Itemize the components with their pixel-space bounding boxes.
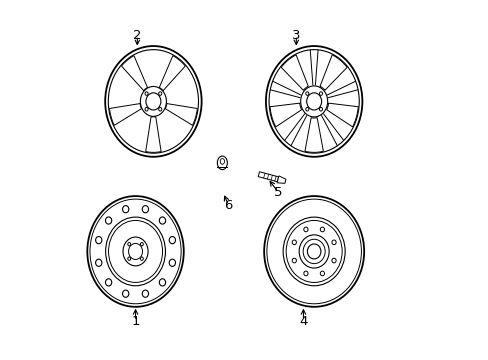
Text: 2: 2 (133, 29, 142, 42)
Ellipse shape (299, 235, 328, 268)
Ellipse shape (127, 257, 130, 260)
Ellipse shape (142, 206, 148, 213)
Ellipse shape (169, 237, 175, 244)
Text: 4: 4 (299, 315, 307, 328)
Ellipse shape (305, 108, 308, 111)
Polygon shape (145, 117, 161, 152)
Ellipse shape (220, 158, 224, 164)
Ellipse shape (292, 258, 296, 263)
Ellipse shape (307, 244, 320, 259)
Ellipse shape (108, 50, 198, 153)
Ellipse shape (159, 279, 165, 286)
Ellipse shape (319, 108, 322, 111)
Ellipse shape (96, 237, 102, 244)
Ellipse shape (90, 199, 181, 304)
Ellipse shape (127, 243, 130, 246)
Ellipse shape (159, 217, 165, 224)
Ellipse shape (305, 92, 308, 95)
Polygon shape (281, 55, 307, 90)
Polygon shape (269, 103, 301, 127)
Ellipse shape (159, 92, 162, 95)
Polygon shape (277, 176, 285, 183)
Ellipse shape (145, 93, 161, 110)
Ellipse shape (303, 271, 307, 276)
Polygon shape (109, 104, 141, 125)
Ellipse shape (331, 258, 335, 263)
Ellipse shape (292, 240, 296, 245)
Polygon shape (159, 56, 185, 91)
Ellipse shape (306, 93, 321, 110)
Ellipse shape (285, 220, 342, 283)
Ellipse shape (300, 86, 327, 117)
Ellipse shape (268, 50, 359, 153)
Ellipse shape (140, 257, 143, 260)
Text: 5: 5 (274, 186, 282, 199)
Polygon shape (319, 55, 346, 90)
Ellipse shape (140, 243, 143, 246)
Ellipse shape (142, 290, 148, 297)
Ellipse shape (303, 239, 325, 264)
Text: 1: 1 (131, 315, 140, 328)
Polygon shape (305, 118, 323, 152)
Ellipse shape (105, 217, 165, 286)
Ellipse shape (283, 217, 345, 286)
Ellipse shape (105, 217, 112, 224)
Ellipse shape (320, 227, 324, 232)
Ellipse shape (105, 46, 201, 157)
Ellipse shape (159, 108, 162, 111)
Polygon shape (165, 104, 197, 125)
Ellipse shape (123, 237, 148, 266)
Ellipse shape (105, 279, 112, 286)
Ellipse shape (331, 240, 335, 245)
Ellipse shape (145, 108, 148, 111)
Polygon shape (326, 103, 358, 127)
Ellipse shape (108, 220, 162, 283)
Polygon shape (121, 56, 147, 91)
Ellipse shape (320, 271, 324, 276)
Text: 3: 3 (291, 29, 300, 42)
Ellipse shape (145, 92, 148, 95)
Ellipse shape (122, 206, 128, 213)
Text: 6: 6 (224, 198, 232, 212)
Ellipse shape (264, 196, 364, 307)
Ellipse shape (217, 156, 227, 170)
Ellipse shape (140, 86, 166, 116)
Ellipse shape (266, 199, 361, 304)
Ellipse shape (87, 196, 183, 307)
Polygon shape (258, 172, 278, 182)
Ellipse shape (265, 46, 362, 157)
Ellipse shape (169, 259, 175, 266)
Ellipse shape (128, 243, 142, 260)
Ellipse shape (96, 259, 102, 266)
Ellipse shape (122, 290, 128, 297)
Ellipse shape (319, 92, 322, 95)
Ellipse shape (303, 227, 307, 232)
